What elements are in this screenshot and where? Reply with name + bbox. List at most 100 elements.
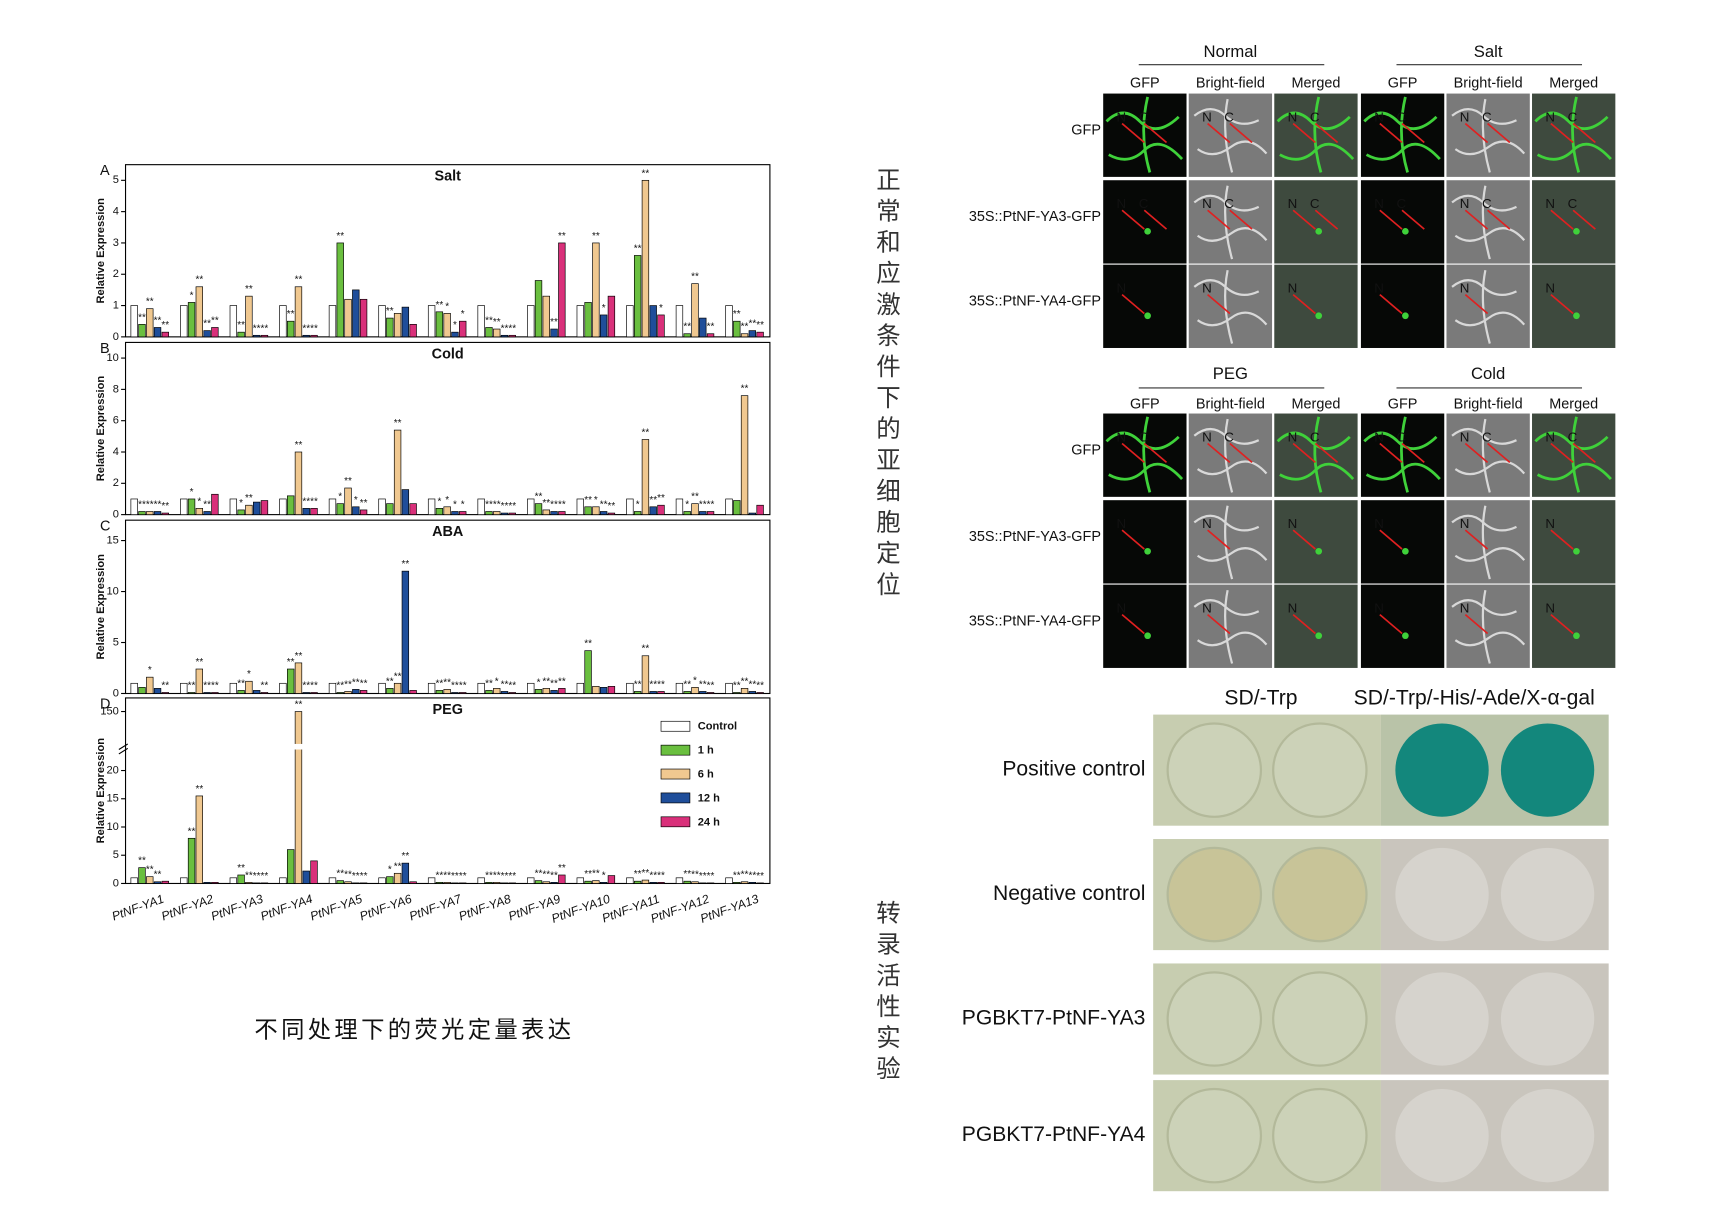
bar	[748, 691, 757, 694]
bar	[287, 849, 295, 884]
significance: **	[707, 871, 715, 882]
micrograph	[1532, 264, 1616, 348]
bar	[500, 512, 509, 515]
bar	[683, 333, 691, 338]
bar	[359, 690, 368, 694]
bar	[683, 511, 691, 515]
cell-mark: N	[1288, 429, 1298, 444]
significance: *	[445, 495, 449, 506]
significance: **	[741, 676, 749, 687]
bar	[558, 242, 566, 338]
bar	[599, 687, 608, 694]
column-header: Merged	[1549, 75, 1598, 91]
significance: **	[360, 871, 368, 882]
bar	[146, 308, 154, 338]
bar	[508, 882, 516, 884]
cell-outline	[1193, 589, 1268, 664]
x-tick-label: PtNF-YA1	[110, 892, 166, 924]
y-axis-label: Relative Expression	[95, 738, 107, 844]
gfp-nucleus	[1402, 632, 1409, 640]
y-tick-label: 1	[113, 299, 119, 311]
gfp-nucleus	[1315, 547, 1323, 555]
cell-arrow	[1121, 122, 1145, 144]
significance: **	[253, 871, 261, 882]
bar	[336, 242, 344, 338]
cell-mark: C	[1396, 429, 1406, 444]
bar	[195, 286, 203, 338]
bar	[393, 313, 402, 338]
significance: *	[537, 677, 541, 688]
significance: **	[649, 495, 657, 506]
bar	[657, 314, 665, 338]
bar	[508, 334, 516, 338]
significance: **	[493, 870, 501, 881]
y-tick-label: 20	[107, 764, 119, 776]
cell-mark: N	[1374, 601, 1384, 616]
cell-arrow	[1487, 209, 1511, 230]
bar	[393, 872, 402, 884]
bar	[633, 880, 642, 884]
y-axis-label: Relative Expression	[95, 554, 107, 660]
legend-swatch	[660, 720, 691, 732]
significance: *	[453, 320, 457, 331]
bar	[706, 882, 715, 884]
cell-mark: N	[1460, 196, 1470, 211]
legend-swatch	[660, 768, 691, 780]
cell-arrow	[1487, 442, 1511, 464]
bar	[302, 334, 310, 338]
bar	[706, 333, 715, 338]
bar	[725, 305, 733, 338]
significance: **	[154, 315, 162, 326]
bar	[633, 511, 642, 515]
significance: **	[261, 680, 269, 691]
significance: **	[188, 680, 196, 691]
bar	[352, 289, 360, 338]
y-tick-label: 15	[107, 535, 119, 547]
bar	[245, 504, 253, 515]
y-tick-label: 6	[113, 415, 119, 427]
gfp-signal	[1363, 416, 1441, 493]
cell-mark: N	[1460, 429, 1470, 444]
significance: **	[691, 272, 699, 283]
gfp-nucleus	[1402, 227, 1409, 235]
significance: **	[302, 680, 310, 691]
bar	[607, 875, 616, 884]
cell-mark: C	[1396, 196, 1406, 211]
significance: **	[584, 639, 592, 650]
panel-title: Cold	[432, 346, 464, 362]
bar	[138, 511, 146, 515]
significance: **	[683, 869, 691, 880]
cell-arrow	[1143, 442, 1168, 464]
significance: *	[594, 495, 598, 506]
significance: **	[394, 418, 402, 429]
significance: *	[693, 675, 697, 686]
significance: **	[435, 870, 443, 881]
bar	[180, 682, 188, 694]
bar	[485, 690, 493, 694]
x-tick-label: PtNF-YA6	[358, 892, 414, 924]
significance: *	[461, 309, 465, 320]
plot-frame	[124, 519, 771, 695]
cell-arrow	[1207, 613, 1231, 635]
bar	[641, 439, 650, 515]
bar	[675, 498, 684, 515]
legend-swatch	[660, 816, 691, 828]
significance: **	[237, 863, 245, 874]
bar	[641, 179, 650, 338]
panel-letter: D	[100, 696, 110, 712]
significance: **	[203, 680, 211, 691]
gfp-nucleus	[1402, 547, 1409, 555]
bar	[550, 511, 558, 515]
micrograph	[1360, 180, 1445, 264]
significance: **	[741, 322, 749, 333]
bar	[691, 503, 699, 515]
significance: **	[748, 679, 756, 690]
significance: **	[138, 856, 146, 867]
cell-mark: C	[1482, 110, 1492, 125]
legend-label: 24 h	[698, 816, 720, 828]
cell-outline	[1451, 98, 1526, 173]
colony	[1166, 971, 1263, 1067]
significance: **	[634, 869, 642, 880]
y-tick-label: 5	[113, 849, 119, 861]
panel-title: PEG	[432, 702, 463, 718]
